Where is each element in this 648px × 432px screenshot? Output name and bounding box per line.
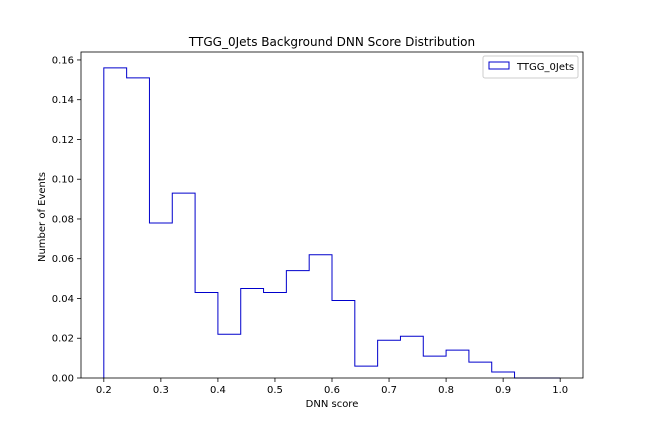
y-axis-label: Number of Events [37,172,48,262]
y-tick-label: 0.04 [52,294,74,305]
y-tick-label: 0.02 [52,334,74,345]
series-layer [103,67,561,379]
x-tick-label: 1.0 [552,385,568,396]
y-tick-label: 0.06 [52,254,74,265]
legend: TTGG_0Jets [482,55,579,79]
y-tick-label: 0.10 [52,175,74,186]
y-tick-label: 0.00 [52,374,74,385]
chart-title: TTGG_0Jets Background DNN Score Distribu… [188,35,475,49]
y-axis: 0.00 0.02 0.04 0.06 0.08 0.10 0.12 0.14 0.16 [52,55,81,385]
y-tick-label: 0.14 [52,95,74,106]
y-tick-label: 0.12 [52,135,74,146]
histogram-step-line [103,67,561,379]
x-tick-label: 0.3 [153,385,169,396]
y-tick-label: 0.16 [52,55,74,66]
x-tick-label: 0.7 [381,385,397,396]
legend-swatch [488,61,510,70]
x-tick-label: 0.9 [495,385,511,396]
x-tick-label: 0.2 [96,385,112,396]
x-tick-label: 0.6 [324,385,340,396]
x-axis: 0.2 0.3 0.4 0.5 0.6 0.7 0.8 0.9 1.0 [96,378,568,396]
x-tick-label: 0.8 [438,385,454,396]
x-tick-label: 0.4 [210,385,226,396]
x-tick-label: 0.5 [267,385,283,396]
y-tick-label: 0.08 [52,214,74,225]
legend-label: TTGG_0Jets [516,62,574,73]
x-axis-label: DNN score [306,399,359,410]
